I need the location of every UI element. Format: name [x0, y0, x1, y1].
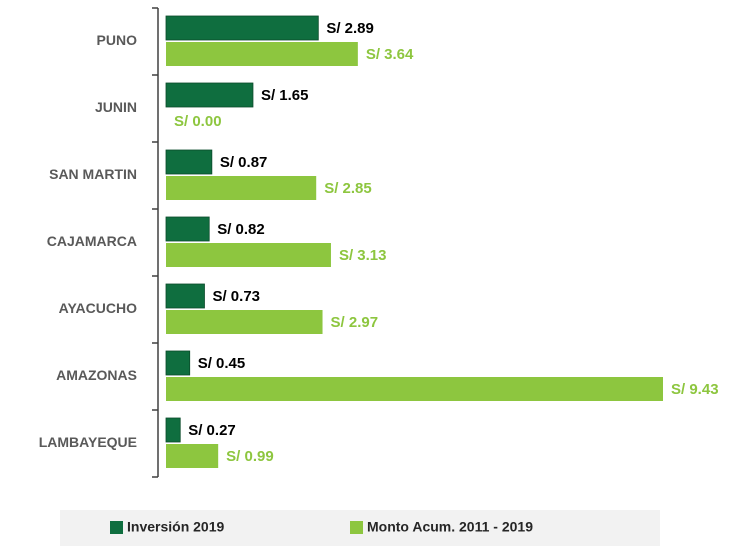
value-label: S/ 9.43: [671, 381, 719, 398]
bar: [165, 149, 213, 175]
bar: [165, 82, 254, 108]
bar: [165, 15, 319, 41]
value-label: S/ 1.65: [261, 87, 309, 104]
y-tick-label: CAJAMARCA: [47, 233, 137, 249]
y-tick-label: LAMBAYEQUE: [39, 434, 137, 450]
bar: [166, 243, 331, 267]
value-label: S/ 3.13: [339, 247, 387, 264]
y-tick-label: SAN MARTIN: [49, 166, 137, 182]
bar: [165, 216, 210, 242]
y-tick-label: AYACUCHO: [59, 300, 137, 316]
bar: [165, 417, 181, 443]
legend-swatch: [110, 521, 123, 534]
value-label: S/ 2.89: [326, 20, 374, 37]
value-label: S/ 0.87: [220, 154, 268, 171]
legend-swatch: [350, 521, 363, 534]
value-label: S/ 0.27: [188, 422, 236, 439]
bar: [166, 377, 663, 401]
bar: [166, 310, 323, 334]
bar: [166, 176, 317, 200]
value-label: S/ 0.73: [212, 288, 260, 305]
value-label: S/ 3.64: [366, 46, 414, 63]
bar: [166, 444, 219, 468]
legend-label: Monto Acum. 2011 - 2019: [367, 519, 533, 535]
y-tick-label: AMAZONAS: [56, 367, 137, 383]
value-label: S/ 2.97: [331, 314, 379, 331]
bar: [165, 350, 191, 376]
value-label: S/ 0.45: [198, 355, 246, 372]
bar: [165, 283, 205, 309]
y-tick-label: PUNO: [97, 32, 138, 48]
value-label: S/ 2.85: [324, 180, 372, 197]
bar: [166, 42, 358, 66]
value-label: S/ 0.99: [226, 448, 274, 465]
value-label: S/ 0.00: [174, 113, 222, 130]
value-label: S/ 0.82: [217, 221, 265, 238]
y-tick-label: JUNIN: [95, 99, 137, 115]
legend-label: Inversión 2019: [127, 519, 224, 535]
